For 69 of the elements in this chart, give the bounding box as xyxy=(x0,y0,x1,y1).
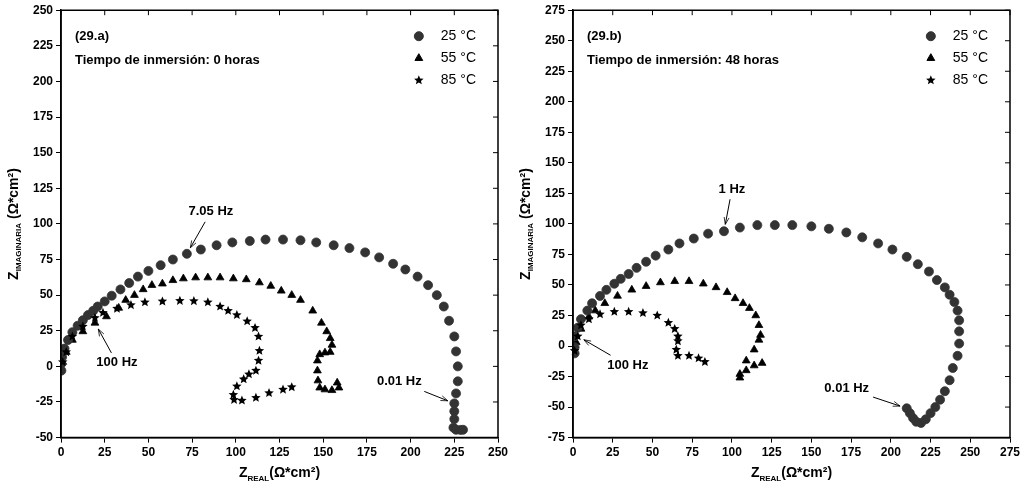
x-axis-title: Z$_{REAL}$(Ω*cm²) xyxy=(750,463,833,483)
y-tick-label: 275 xyxy=(544,2,566,17)
y-tick-label: 225 xyxy=(32,38,54,53)
annotation: 100 Hz xyxy=(607,356,649,372)
y-tick-label: -50 xyxy=(547,399,566,414)
x-tick-label: 275 xyxy=(999,445,1021,460)
x-tick-label: 75 xyxy=(185,445,200,460)
y-tick-label: 25 xyxy=(39,323,54,338)
annotation: (29.b) xyxy=(587,28,622,44)
y-tick-label: 200 xyxy=(544,94,566,109)
x-tick-label: 175 xyxy=(356,445,378,460)
y-tick-label: 225 xyxy=(544,63,566,78)
annotation: 0.01 Hz xyxy=(824,379,870,395)
annotation: 100 Hz xyxy=(96,354,139,370)
annotation: Tiempo de inmersión: 48 horas xyxy=(587,52,779,68)
x-tick-label: 50 xyxy=(645,445,660,460)
y-tick-label: 150 xyxy=(544,155,566,170)
x-tick-label: 25 xyxy=(606,445,620,460)
legend-label: 55 °C xyxy=(440,49,476,66)
x-tick-label: 200 xyxy=(400,445,421,460)
annotation: 7.05 Hz xyxy=(188,203,234,219)
y-tick-label: 100 xyxy=(32,216,54,231)
y-tick-label: 100 xyxy=(544,216,566,231)
legend-label: 25 °C xyxy=(952,27,988,44)
annotation: 0.01 Hz xyxy=(376,372,423,388)
x-tick-label: 225 xyxy=(444,445,465,460)
annotation: 1 Hz xyxy=(718,180,746,196)
x-tick-label: 150 xyxy=(801,445,822,460)
annotation: Tiempo de inmersión: 0 horas xyxy=(75,52,260,68)
legend-label: 85 °C xyxy=(952,71,988,88)
y-tick-label: 250 xyxy=(32,2,54,17)
legend-label: 55 °C xyxy=(952,49,988,66)
y-tick-label: 125 xyxy=(32,180,54,195)
x-tick-label: 25 xyxy=(98,445,112,460)
y-tick-label: -25 xyxy=(547,368,566,383)
x-tick-label: 225 xyxy=(920,445,941,460)
y-tick-label: -75 xyxy=(547,429,566,444)
legend-label: 25 °C xyxy=(440,27,476,44)
y-tick-label: 175 xyxy=(32,109,54,124)
x-tick-label: 250 xyxy=(487,445,509,460)
y-tick-label: -50 xyxy=(35,429,54,444)
x-tick-label: 125 xyxy=(761,445,782,460)
y-tick-label: 50 xyxy=(39,287,54,302)
x-tick-label: 100 xyxy=(721,445,743,460)
x-tick-label: 200 xyxy=(880,445,902,460)
y-tick-label: 175 xyxy=(544,124,566,139)
y-tick-label: 50 xyxy=(551,277,566,292)
y-tick-label: 0 xyxy=(558,338,566,353)
y-tick-label: 0 xyxy=(46,358,54,373)
x-tick-label: 0 xyxy=(57,445,65,460)
y-tick-label: 75 xyxy=(551,246,566,261)
y-tick-label: 125 xyxy=(544,185,566,200)
x-tick-label: 50 xyxy=(141,445,156,460)
y-tick-label: 250 xyxy=(544,33,566,48)
x-tick-label: 175 xyxy=(841,445,862,460)
y-tick-label: 25 xyxy=(551,307,566,322)
x-tick-label: 125 xyxy=(269,445,290,460)
y-tick-label: 200 xyxy=(32,73,54,88)
x-tick-label: 75 xyxy=(685,445,700,460)
legend-label: 85 °C xyxy=(440,71,476,88)
x-tick-label: 0 xyxy=(569,445,577,460)
x-tick-label: 100 xyxy=(225,445,247,460)
y-tick-label: -25 xyxy=(35,394,54,409)
annotation: (29.a) xyxy=(75,28,109,44)
y-tick-label: 150 xyxy=(32,144,54,159)
y-tick-label: 75 xyxy=(39,251,54,266)
x-tick-label: 250 xyxy=(960,445,981,460)
x-tick-label: 150 xyxy=(313,445,334,460)
x-axis-title: Z$_{REAL}$(Ω*cm²) xyxy=(238,463,321,483)
